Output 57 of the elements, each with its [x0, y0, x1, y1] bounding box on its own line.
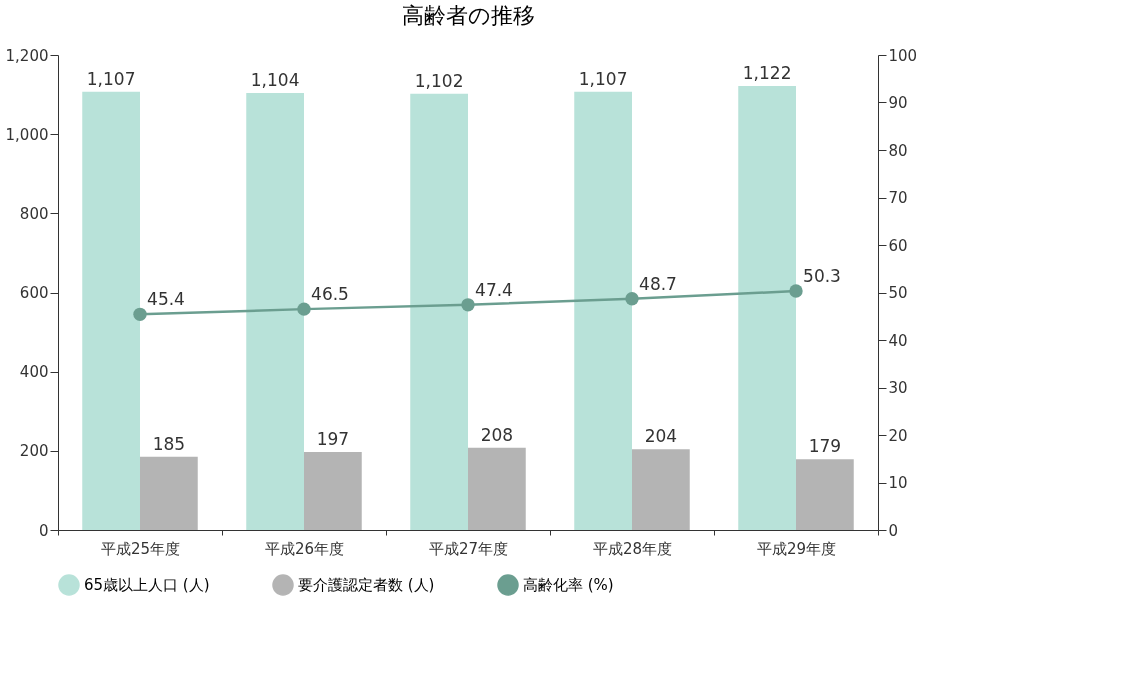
y2-tick-label: 0 — [888, 521, 899, 540]
y2-tick-label: 60 — [888, 236, 908, 255]
y2-tick-label: 50 — [888, 284, 908, 302]
data-label: 45.4 — [147, 289, 185, 310]
point — [461, 298, 475, 312]
data-label: 48.7 — [639, 273, 677, 294]
y-tick-label: 400 — [19, 363, 49, 382]
data-label: 1,107 — [578, 68, 628, 89]
y2-tick-label: 20 — [888, 426, 908, 445]
y-tick-label: 600 — [19, 284, 49, 302]
y2-tick-label: 10 — [888, 474, 908, 492]
data-label: 1,104 — [250, 70, 300, 90]
y-tick-label: 1,000 — [5, 125, 49, 144]
bar — [796, 459, 854, 530]
legend-label: 要介護認定者数 (人) — [298, 576, 435, 594]
point — [625, 291, 639, 306]
legend-label: 高齢化率 (%) — [523, 576, 614, 594]
data-label: 50.3 — [803, 266, 841, 287]
y2-tick-label: 90 — [888, 94, 908, 112]
bar — [140, 456, 198, 530]
legend-label: 65歳以上人口 (人) — [84, 576, 210, 594]
x-tick-label: 平成25年度 — [100, 539, 181, 558]
x-tick-label: 平成29年度 — [756, 539, 837, 558]
data-label: 47.4 — [475, 279, 513, 300]
bar — [410, 93, 468, 530]
y-tick-label: 800 — [19, 204, 49, 223]
data-label: 1,102 — [414, 70, 464, 91]
y2-tick-label: 30 — [888, 379, 908, 397]
y2-tick-label: 100 — [888, 46, 918, 65]
data-label: 179 — [808, 436, 842, 457]
data-label: 208 — [480, 424, 514, 445]
point — [297, 302, 311, 316]
x-tick-label: 平成26年度 — [264, 539, 345, 558]
bar — [574, 91, 632, 530]
y2-tick-label: 40 — [888, 331, 908, 350]
y-tick-label: 200 — [19, 442, 49, 461]
bar — [632, 449, 690, 530]
y-tick-label: 0 — [38, 521, 49, 540]
bar — [246, 93, 304, 530]
x-tick-label: 平成27年度 — [428, 539, 509, 558]
point — [789, 284, 803, 298]
bar — [304, 452, 362, 530]
y2-tick-label: 80 — [888, 141, 908, 160]
x-tick-label: 平成28年度 — [592, 539, 673, 558]
bar — [82, 91, 140, 530]
data-label: 1,107 — [86, 68, 136, 89]
y-tick-label: 1,200 — [5, 46, 49, 65]
data-label: 197 — [316, 429, 350, 450]
bar — [738, 85, 796, 530]
data-label: 46.5 — [311, 284, 349, 305]
data-label: 204 — [644, 426, 678, 447]
bar — [468, 447, 526, 530]
y2-tick-label: 70 — [888, 189, 908, 207]
point — [133, 307, 147, 322]
data-label: 1,122 — [742, 62, 792, 83]
chart-title: 高齢者の推移 — [401, 3, 535, 28]
data-label: 185 — [152, 433, 186, 454]
